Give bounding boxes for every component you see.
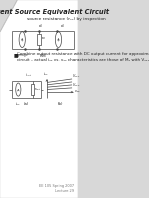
Text: $r_o$: $r_o$ xyxy=(41,35,46,42)
Text: $V_{GS2}$: $V_{GS2}$ xyxy=(73,82,81,89)
Text: (b): (b) xyxy=(57,102,63,106)
Text: $i_{D2}$: $i_{D2}$ xyxy=(15,100,21,108)
Text: $v_{D2}$: $v_{D2}$ xyxy=(74,89,81,95)
Text: $i_{out}$: $i_{out}$ xyxy=(25,72,32,79)
Text: ■: ■ xyxy=(13,52,18,57)
Text: d: d xyxy=(38,24,41,28)
Text: $R_{SS}$: $R_{SS}$ xyxy=(39,52,47,60)
Text: source resistance (rₒₒ) by inspection: source resistance (rₒₒ) by inspection xyxy=(27,17,106,21)
Text: (a): (a) xyxy=(23,102,29,106)
Text: $V_{GS1}$: $V_{GS1}$ xyxy=(73,73,81,80)
Text: Current Source Equivalent Circuit: Current Source Equivalent Circuit xyxy=(0,9,109,15)
Text: d: d xyxy=(60,24,63,28)
Bar xyxy=(37,34,41,46)
Text: $i_{D2}$: $i_{D2}$ xyxy=(43,70,49,78)
Polygon shape xyxy=(0,0,17,32)
Text: Combine output resistance with DC output current for approximate equivalent
circ: Combine output resistance with DC output… xyxy=(17,52,149,62)
Bar xyxy=(31,84,34,95)
Text: EE 105 Spring 2007
Lecture 29: EE 105 Spring 2007 Lecture 29 xyxy=(39,184,74,193)
Polygon shape xyxy=(0,0,78,198)
Text: $g_m v_{gs}$: $g_m v_{gs}$ xyxy=(16,52,28,60)
Text: $r_{out}$: $r_{out}$ xyxy=(34,86,42,93)
